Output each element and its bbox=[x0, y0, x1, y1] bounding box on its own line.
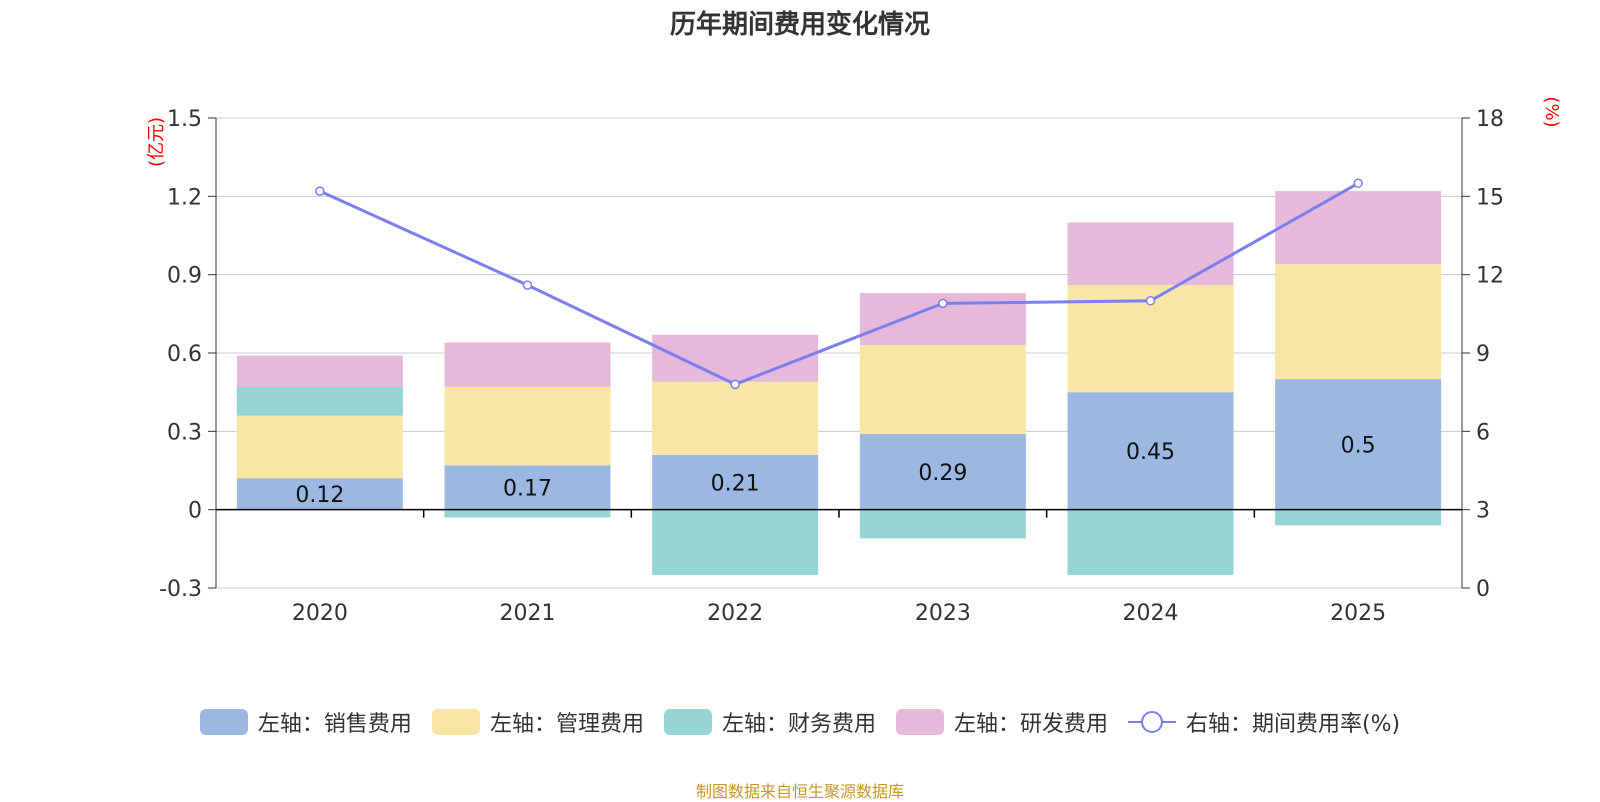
legend-label-sales: 左轴：销售费用 bbox=[257, 712, 412, 737]
data-label-sales: 0.5 bbox=[1341, 433, 1376, 458]
bar-sales bbox=[1067, 392, 1234, 510]
rate-point bbox=[730, 379, 740, 390]
left-axis-tick-label: 0.9 bbox=[167, 264, 202, 289]
left-axis-tick-label: 1.2 bbox=[167, 185, 202, 210]
x-axis-tick-label: 2021 bbox=[500, 601, 556, 626]
right-axis-unit-label: (%) bbox=[1541, 96, 1562, 127]
legend-label-rd: 左轴：研发费用 bbox=[953, 712, 1108, 737]
bar-admin bbox=[236, 415, 403, 479]
left-axis-tick-label: 0.6 bbox=[167, 342, 202, 367]
rate-point bbox=[522, 280, 533, 290]
x-axis-tick-label: 2025 bbox=[1330, 601, 1386, 626]
data-label-sales: 0.21 bbox=[711, 471, 760, 496]
bar-finance bbox=[444, 509, 611, 518]
left-axis-tick-label: 0 bbox=[188, 499, 202, 524]
legend-label-admin: 左轴：管理费用 bbox=[489, 712, 644, 737]
bar-finance bbox=[236, 386, 403, 416]
left-axis-tick-label: 0.3 bbox=[167, 420, 202, 445]
bar-admin bbox=[859, 345, 1026, 434]
bar-finance bbox=[1275, 509, 1442, 526]
bar-finance bbox=[652, 509, 819, 575]
left-axis-tick-label: 1.5 bbox=[167, 107, 202, 132]
right-axis-tick-label: 18 bbox=[1476, 107, 1504, 132]
rate-point bbox=[1353, 178, 1363, 189]
legend-item-finance[interactable]: 左轴：财务费用 bbox=[663, 706, 876, 738]
data-label-sales: 0.29 bbox=[918, 461, 967, 486]
data-label-sales: 0.12 bbox=[295, 483, 344, 508]
bar-sales bbox=[444, 465, 611, 510]
legend-swatch-admin bbox=[431, 709, 480, 735]
legend-swatch-rd bbox=[895, 709, 944, 735]
bar-rd bbox=[1067, 222, 1234, 286]
bar-sales bbox=[1275, 379, 1442, 510]
legend-line-marker-icon bbox=[1127, 709, 1176, 735]
bar-sales bbox=[652, 454, 819, 510]
bar-admin bbox=[652, 381, 819, 455]
legend-item-admin[interactable]: 左轴：管理费用 bbox=[431, 706, 644, 738]
x-axis-tick-label: 2023 bbox=[915, 601, 971, 626]
chart-plot: -0.3 0 0.3 0.6 0.9 1.2 1.5 0 3 6 9 12 15 18 (亿元) (%) 202… bbox=[146, 96, 1562, 626]
right-axis-tick-label: 9 bbox=[1476, 342, 1490, 367]
legend: 左轴：销售费用 左轴：管理费用 左轴：财务费用 左轴：研发费用 右轴：期间费用率… bbox=[0, 706, 1600, 738]
bar-rd bbox=[1275, 191, 1442, 265]
bar-sales bbox=[236, 478, 403, 510]
legend-swatch-sales bbox=[199, 709, 248, 735]
legend-item-sales[interactable]: 左轴：销售费用 bbox=[199, 706, 412, 738]
rate-line bbox=[319, 181, 1359, 386]
legend-item-rate[interactable]: 右轴：期间费用率(%) bbox=[1127, 706, 1401, 738]
right-axis-tick-label: 15 bbox=[1476, 185, 1504, 210]
data-label-sales: 0.17 bbox=[503, 476, 552, 501]
rate-point bbox=[1145, 296, 1156, 306]
bar-admin bbox=[1275, 264, 1442, 380]
rate-point bbox=[315, 186, 325, 196]
left-axis-tick-label: -0.3 bbox=[159, 577, 202, 602]
bar-finance bbox=[859, 509, 1026, 539]
x-axis-tick-label: 2020 bbox=[292, 601, 348, 626]
source-note: 制图数据来自恒生聚源数据库 bbox=[695, 782, 904, 801]
right-axis-tick-label: 12 bbox=[1476, 264, 1504, 289]
data-label-sales: 0.45 bbox=[1126, 440, 1175, 465]
x-axis-tick-label: 2022 bbox=[707, 601, 763, 626]
x-axis-tick-label: 2024 bbox=[1123, 601, 1179, 626]
right-axis-tick-label: 0 bbox=[1476, 577, 1490, 602]
legend-item-rd[interactable]: 左轴：研发费用 bbox=[895, 706, 1108, 738]
bar-sales bbox=[859, 433, 1026, 510]
bar-rd bbox=[444, 342, 611, 387]
legend-label-rate: 右轴：期间费用率(%) bbox=[1185, 712, 1401, 737]
right-axis-tick-label: 3 bbox=[1476, 499, 1490, 524]
legend-label-finance: 左轴：财务费用 bbox=[721, 712, 876, 737]
rate-point bbox=[938, 298, 948, 309]
chart-title: 历年期间费用变化情况 bbox=[669, 10, 930, 40]
right-axis-tick-label: 6 bbox=[1476, 420, 1490, 445]
bar-rd bbox=[236, 355, 403, 387]
bar-admin bbox=[444, 386, 611, 466]
legend-swatch-finance bbox=[663, 709, 712, 735]
left-axis-unit-label: (亿元) bbox=[146, 117, 167, 167]
bar-finance bbox=[1067, 509, 1234, 575]
